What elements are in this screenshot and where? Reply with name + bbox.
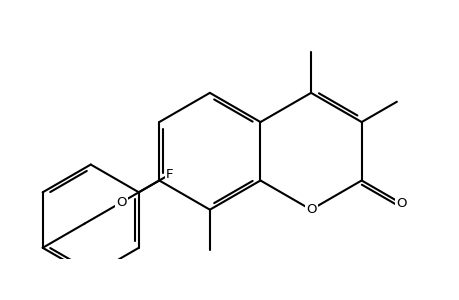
Text: O: O: [395, 197, 406, 210]
Text: O: O: [117, 196, 127, 208]
Text: O: O: [305, 203, 316, 216]
Text: F: F: [166, 168, 173, 181]
